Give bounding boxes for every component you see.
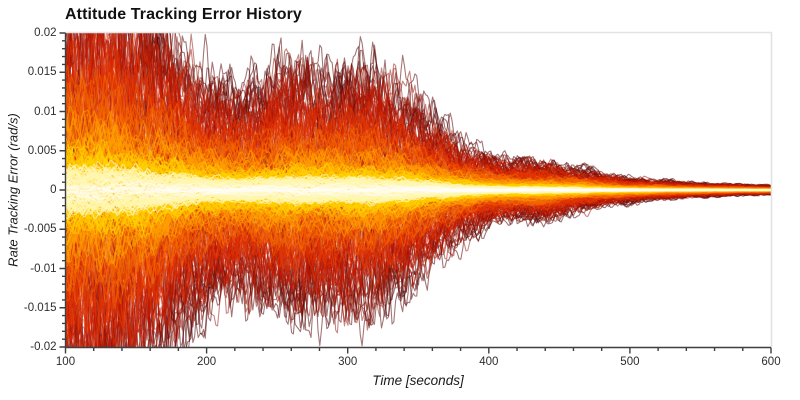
plot-area bbox=[66, 33, 771, 347]
y-tick-label: -0.01 bbox=[30, 262, 57, 275]
x-tick-label: 400 bbox=[479, 356, 499, 368]
x-tick-label: 100 bbox=[55, 356, 76, 368]
x-tick-label: 200 bbox=[197, 356, 217, 368]
y-tick-label: 0.005 bbox=[27, 144, 57, 157]
x-tick-label: 600 bbox=[761, 356, 781, 368]
y-tick-label: 0.01 bbox=[34, 105, 57, 118]
y-tick-label: 0.015 bbox=[27, 66, 57, 79]
x-axis-label: Time [seconds] bbox=[372, 373, 464, 388]
y-tick-label: -0.02 bbox=[30, 341, 57, 353]
y-tick-label: 0 bbox=[50, 184, 57, 196]
y-tick-label: -0.005 bbox=[23, 223, 57, 236]
x-tick-label: 500 bbox=[620, 356, 640, 368]
x-tick-label: 300 bbox=[338, 356, 358, 368]
chart-title: Attitude Tracking Error History bbox=[65, 6, 302, 23]
y-tick-label: -0.015 bbox=[23, 301, 57, 314]
y-tick-label: 0.02 bbox=[34, 27, 57, 39]
